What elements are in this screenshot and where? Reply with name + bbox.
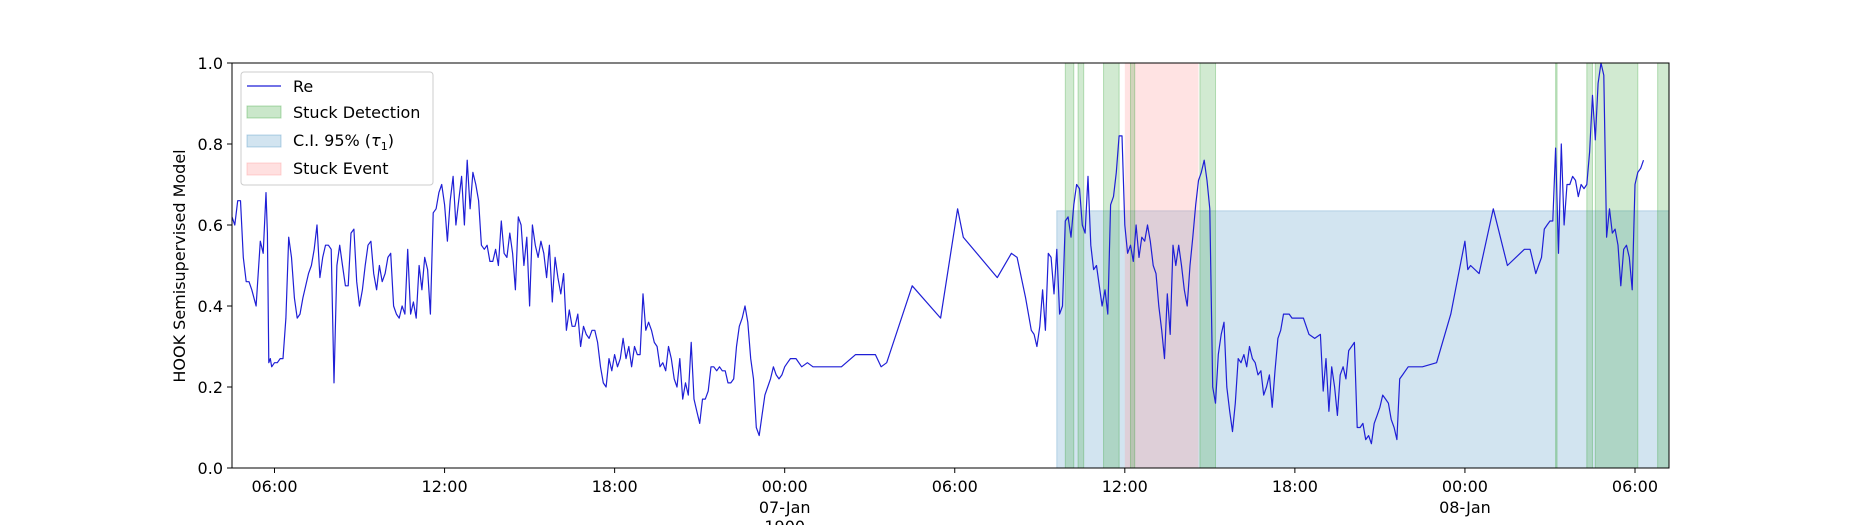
y-tick-label: 0.2 — [198, 378, 223, 397]
x-tick-year-label: 1900 — [764, 517, 805, 525]
y-tick-label: 0.4 — [198, 297, 223, 316]
legend-box — [240, 71, 434, 186]
stuck-detection-region — [1199, 62, 1217, 469]
legend-swatch-stuck-event — [246, 162, 282, 176]
stuck-detection-region — [1129, 62, 1136, 469]
x-tick-label: 06:00 — [1612, 477, 1658, 496]
y-axis-label: HOOK Semisupervised Model — [170, 149, 189, 382]
stuck-detection-region — [1077, 62, 1085, 469]
x-tick-label: 06:00 — [251, 477, 297, 496]
stuck-detection-region — [1064, 62, 1075, 469]
x-tick-date-label: 07-Jan — [759, 498, 811, 517]
legend-label-ci: C.I. 95% (τ1) — [293, 131, 394, 153]
stuck-event-layer — [1124, 63, 1199, 468]
stuck-event-region — [1124, 63, 1199, 468]
y-axis: 0.0 0.2 0.4 0.6 0.8 1.0 — [198, 54, 232, 478]
legend-label-stuck-detection: Stuck Detection — [293, 103, 420, 122]
x-tick-label: 12:00 — [422, 477, 468, 496]
series-line-re — [231, 62, 1645, 445]
series-layer — [231, 62, 1645, 445]
y-tick-label: 0.8 — [198, 135, 223, 154]
stuck-detection-region — [1555, 62, 1558, 469]
x-axis: 06:00 12:00 18:00 00:00 07-Jan1900 06:00 12:00… — [251, 468, 1658, 525]
legend-swatch-ci — [246, 134, 282, 148]
stuck-detection-region — [1594, 62, 1639, 469]
y-tick-label: 0.0 — [198, 459, 223, 478]
x-tick-label: 18:00 — [1272, 477, 1318, 496]
legend: Re Stuck Detection C.I. 95% (τ1) Stuck E… — [240, 71, 434, 186]
legend-label-re: Re — [293, 77, 313, 96]
stuck-detection-region — [1657, 62, 1670, 469]
stuck-detection-region — [1103, 62, 1120, 469]
x-tick-label: 12:00 — [1102, 477, 1148, 496]
x-tick-date-label: 08-Jan — [1439, 498, 1491, 517]
legend-label-stuck-event: Stuck Event — [293, 159, 389, 178]
y-tick-label: 0.6 — [198, 216, 223, 235]
x-tick-label: 06:00 — [932, 477, 978, 496]
legend-swatch-stuck-detection — [246, 105, 282, 119]
x-tick-label: 00:00 — [1442, 477, 1488, 496]
y-tick-label: 1.0 — [198, 54, 223, 73]
plot-frame — [231, 62, 1670, 469]
x-tick-label: 18:00 — [592, 477, 638, 496]
x-tick-label: 00:00 — [762, 477, 808, 496]
